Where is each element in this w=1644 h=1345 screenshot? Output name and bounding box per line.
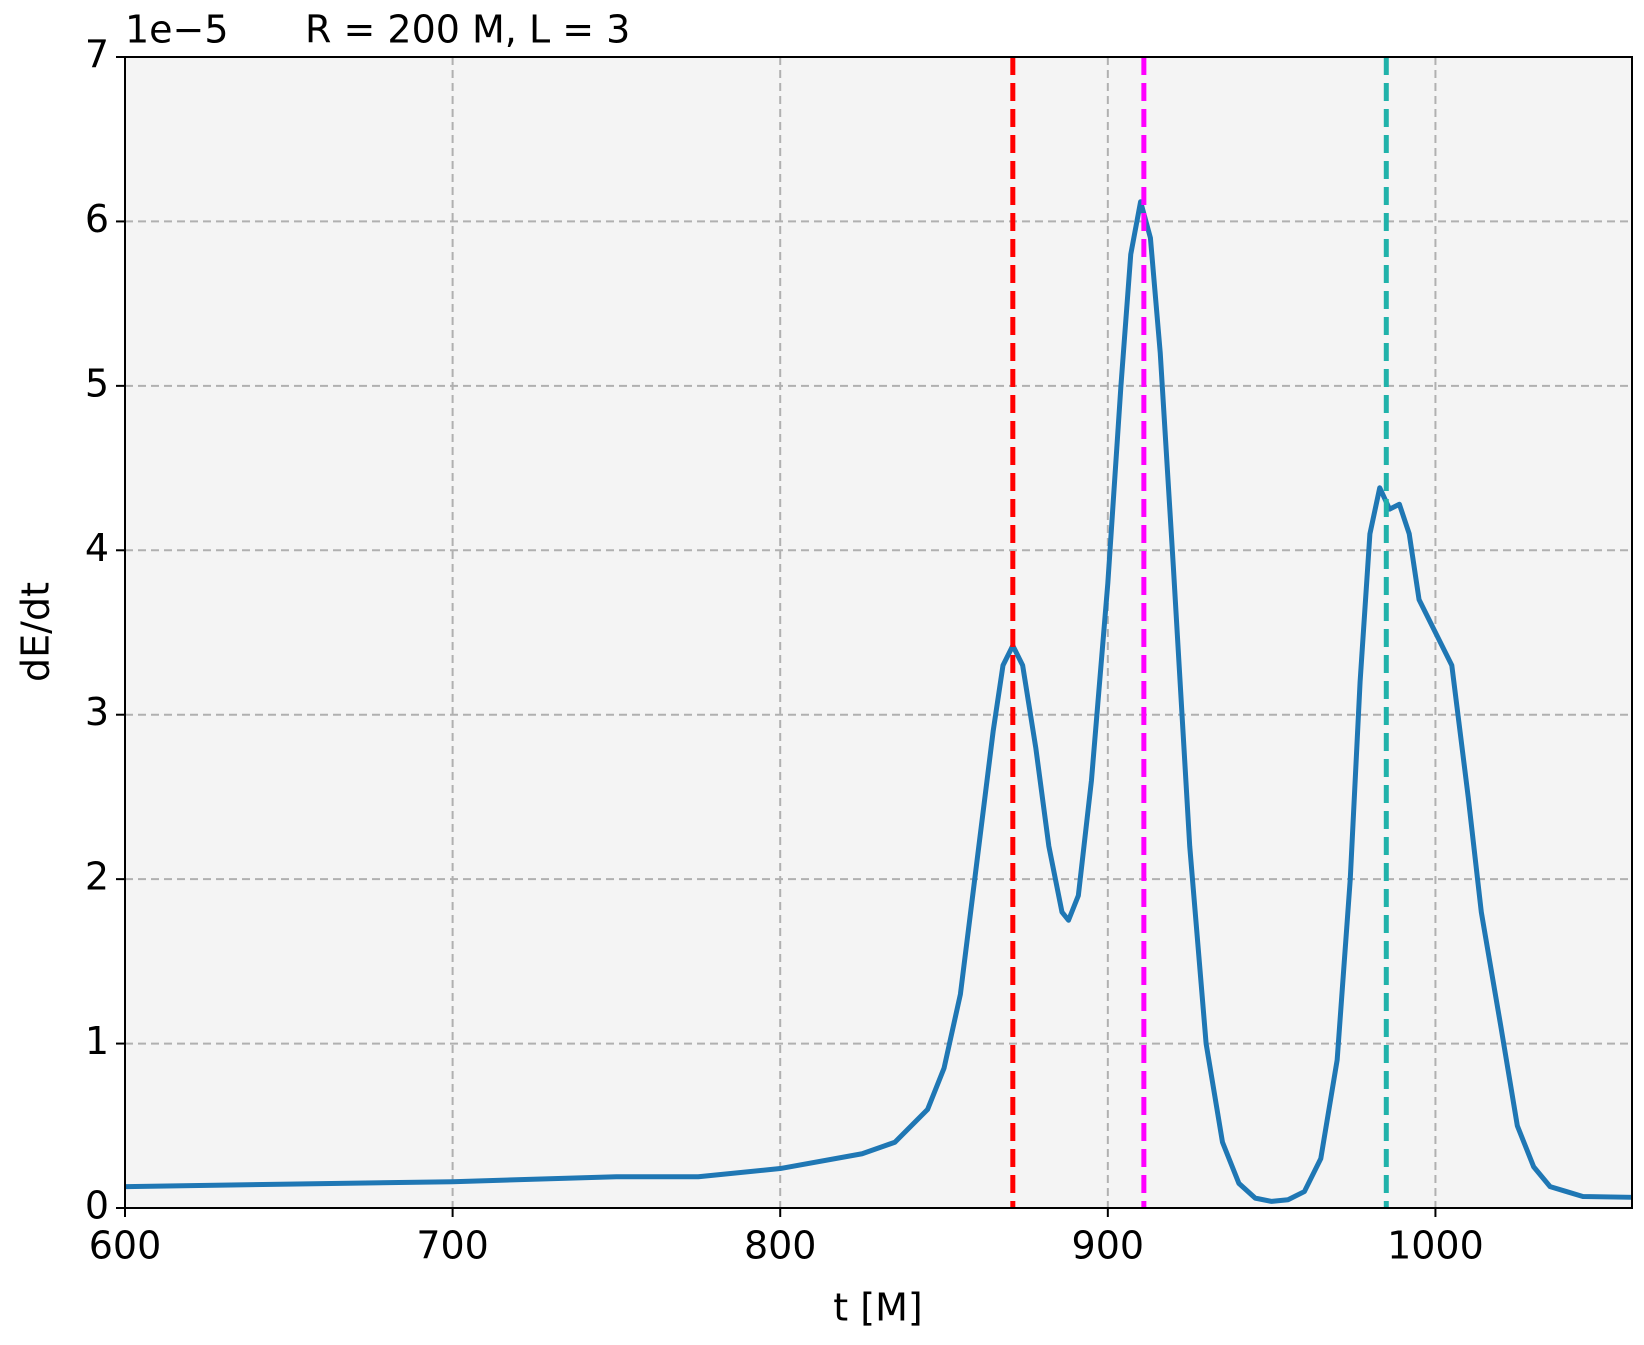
y-tick-label: 5: [85, 361, 109, 405]
y-tick-label: 0: [85, 1184, 109, 1228]
x-tick-label: 900: [1072, 1224, 1145, 1268]
chart-title: R = 200 M, L = 3: [305, 8, 630, 52]
x-axis-label: t [M]: [833, 1286, 922, 1330]
x-tick-label: 700: [416, 1224, 489, 1268]
y-tick-label: 2: [85, 855, 109, 899]
offset-text: 1e−5: [125, 8, 229, 52]
plot-area: [125, 57, 1632, 1208]
y-tick-label: 6: [85, 197, 109, 241]
axes-frame: [124, 56, 1633, 1209]
y-tick-label: 4: [85, 526, 109, 570]
x-tick-label: 800: [744, 1224, 817, 1268]
x-tick-label: 1000: [1387, 1224, 1484, 1268]
y-tick-label: 3: [85, 690, 109, 734]
y-axis-label: dE/dt: [14, 582, 58, 682]
y-tick-label: 1: [85, 1019, 109, 1063]
y-tick-label: 7: [85, 33, 109, 77]
data-line: [124, 199, 1633, 1204]
x-tick-label: 600: [89, 1224, 162, 1268]
